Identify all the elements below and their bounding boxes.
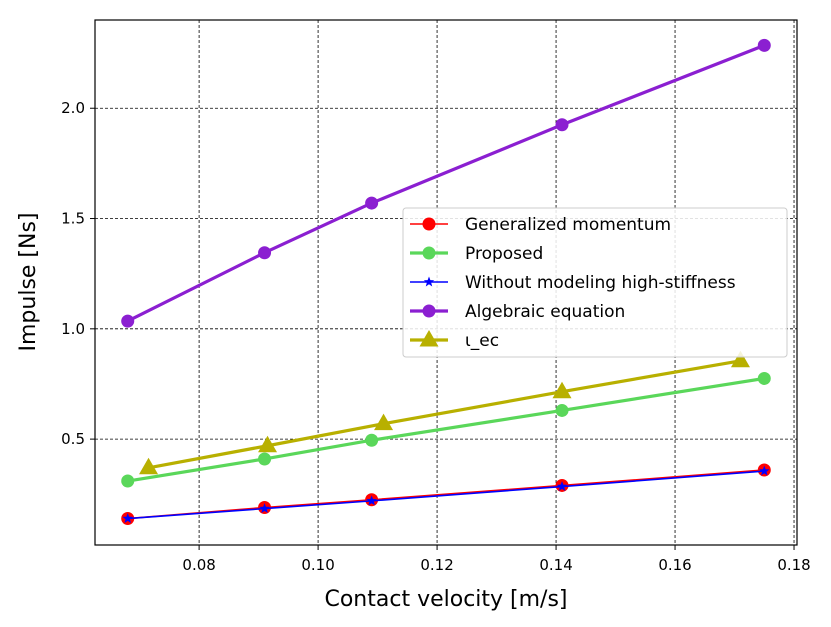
series-without-modeling-high-stiffness xyxy=(122,465,770,523)
data-point xyxy=(374,413,394,431)
legend-label: Generalized momentum xyxy=(465,215,671,235)
data-point xyxy=(259,503,270,514)
data-point xyxy=(258,452,272,466)
data-point xyxy=(759,465,770,476)
series-algebraic-equation xyxy=(121,38,771,328)
y-tick-label: 0.5 xyxy=(61,430,85,448)
x-tick-label: 0.10 xyxy=(301,556,334,574)
data-point xyxy=(121,474,135,488)
legend-item: ι_ec xyxy=(410,330,499,351)
data-point xyxy=(757,38,771,52)
legend-item: Proposed xyxy=(410,244,543,264)
data-point xyxy=(556,481,568,491)
data-point xyxy=(555,403,569,417)
legend-label: Proposed xyxy=(465,244,543,264)
data-point xyxy=(122,513,133,523)
series-ec xyxy=(139,350,750,475)
legend-label: Without modeling high-stiffness xyxy=(465,273,736,293)
data-point xyxy=(365,433,379,447)
y-axis-ticks: 0.5 1.0 1.5 2.0 xyxy=(61,99,95,448)
legend-swatch-marker xyxy=(423,276,435,287)
x-tick-label: 0.18 xyxy=(777,556,810,574)
legend-item: Algebraic equation xyxy=(410,302,625,322)
series-proposed xyxy=(121,371,771,488)
x-axis-label: Contact velocity [m/s] xyxy=(324,587,567,612)
legend: Generalized momentum Proposed Without mode… xyxy=(402,207,788,358)
y-tick-label: 1.0 xyxy=(61,320,85,338)
legend-item: Without modeling high-stiffness xyxy=(410,273,736,293)
y-axis-label: Impulse [Ns] xyxy=(16,212,41,351)
series-layer xyxy=(121,38,771,526)
x-tick-label: 0.16 xyxy=(658,556,691,574)
data-point xyxy=(365,196,379,210)
legend-swatch-marker xyxy=(422,217,436,231)
data-point xyxy=(258,435,278,453)
data-point xyxy=(730,350,750,368)
legend-swatch-marker xyxy=(422,304,436,318)
data-point xyxy=(757,371,771,385)
plot-frame xyxy=(94,19,798,546)
data-point xyxy=(258,246,272,260)
y-tick-label: 1.5 xyxy=(61,210,85,228)
x-tick-label: 0.14 xyxy=(539,556,572,574)
legend-box xyxy=(402,207,788,358)
legend-swatch-marker xyxy=(422,246,436,260)
legend-swatch-marker xyxy=(419,330,439,347)
legend-label: ι_ec xyxy=(465,331,499,351)
data-point xyxy=(366,495,377,506)
x-axis-ticks: 0.08 0.10 0.12 0.14 0.16 0.18 xyxy=(182,545,811,574)
legend-label: Algebraic equation xyxy=(465,302,625,322)
x-tick-label: 0.08 xyxy=(182,556,215,574)
data-point xyxy=(121,314,135,328)
x-tick-label: 0.12 xyxy=(420,556,453,574)
legend-item: Generalized momentum xyxy=(410,215,671,235)
y-tick-label: 2.0 xyxy=(61,99,85,117)
data-point xyxy=(139,457,159,475)
data-point xyxy=(555,118,569,132)
data-point xyxy=(552,381,572,399)
